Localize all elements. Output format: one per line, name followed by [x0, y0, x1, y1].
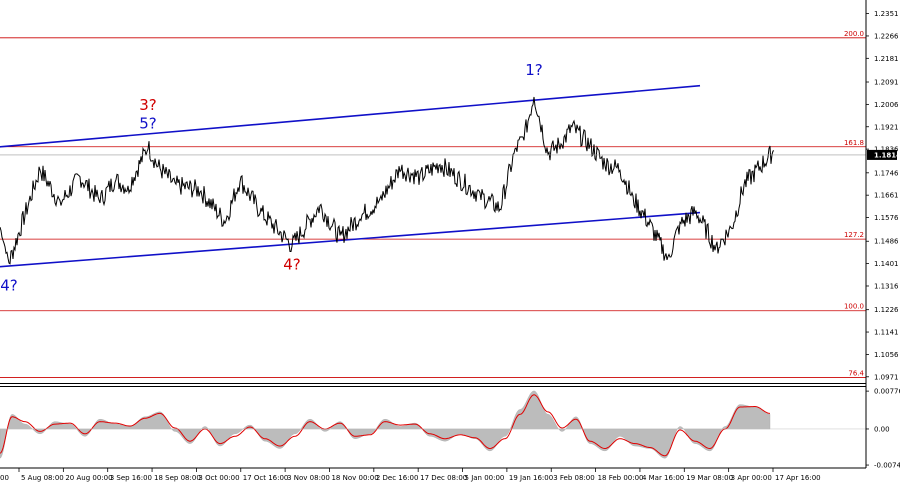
price-tick-label-0: 1.2351 — [874, 10, 899, 18]
wave-label-3: 4? — [283, 255, 301, 273]
time-tick-leading-fragment: 00 — [0, 474, 9, 482]
time-tick-label-6: 3 Nov 08:00 — [287, 474, 330, 482]
current-price-box — [867, 149, 897, 160]
price-tick-label-16: 1.0971 — [874, 373, 899, 381]
time-tick-label-10: 5 Jan 00:00 — [465, 474, 505, 482]
channel-lines — [0, 84, 701, 268]
price-tick-label-5: 1.1921 — [874, 123, 899, 131]
time-tick-label-9: 17 Dec 08:00 — [420, 474, 467, 482]
price-tick-label-14: 1.1141 — [874, 329, 899, 337]
level-label-3: 100.0 — [844, 303, 864, 311]
price-tick-label-3: 1.2091 — [874, 79, 899, 87]
current-price-label: 1.1814 — [874, 151, 900, 159]
level-label-4: 76.4 — [848, 370, 864, 378]
oscillator-panel — [0, 390, 866, 459]
wave-labels: 4? 5?3? 4? 1? — [0, 61, 543, 294]
time-tick-label-11: 19 Jan 16:00 — [509, 474, 553, 482]
wave-label-1: 5? — [139, 114, 157, 132]
time-tick-label-17: 17 Apr 16:00 — [775, 474, 821, 482]
price-tick-label-6: 1.1836 — [874, 146, 899, 154]
price-tick-label-2: 1.2181 — [874, 55, 899, 63]
time-axis: 00 5 Aug 08:00 20 Aug 00:003 Sep 16:00 18 … — [0, 468, 821, 482]
time-tick-label-0: 5 Aug 08:00 — [21, 474, 64, 482]
price-axis: 1.2351 1.2266 1.2181 1.2091 1.2006 1.1921 1.18… — [866, 10, 899, 381]
time-tick-label-7: 18 Nov 00:00 — [331, 474, 378, 482]
channel-line-0 — [0, 84, 701, 148]
time-tick-label-5: 17 Oct 16:00 — [243, 474, 289, 482]
price-series-line — [0, 96, 775, 265]
osc-tick-label-2: -0.0074 — [874, 462, 900, 470]
wave-label-4: 1? — [525, 61, 543, 79]
price-tick-label-4: 1.2006 — [874, 101, 899, 109]
oscillator-axis: 0.00776 0.00 -0.0074 — [866, 388, 900, 470]
price-tick-label-8: 1.1661 — [874, 192, 899, 200]
time-tick-label-12: 3 Feb 08:00 — [553, 474, 594, 482]
channel-line-1 — [0, 211, 701, 268]
oscillator-signal-line — [0, 394, 771, 457]
wave-label-2: 3? — [139, 96, 157, 114]
time-tick-label-8: 2 Dec 16:00 — [376, 474, 419, 482]
price-tick-label-15: 1.1056 — [874, 351, 899, 359]
current-price-marker: 1.1814 — [0, 149, 900, 160]
price-tick-label-11: 1.1401 — [874, 260, 899, 268]
level-label-1: 161.8 — [844, 139, 864, 147]
price-tick-label-1: 1.2266 — [874, 32, 899, 40]
time-tick-label-2: 3 Sep 16:00 — [110, 474, 152, 482]
price-tick-label-12: 1.1316 — [874, 282, 899, 290]
time-tick-label-15: 19 Mar 08:00 — [686, 474, 733, 482]
price-tick-label-9: 1.1576 — [874, 214, 899, 222]
price-panel: 200.0 161.8 127.2 100.0 76.4 4? 5?3? 4? 1? 1.18… — [0, 30, 900, 378]
osc-tick-label-1: 0.00 — [874, 425, 890, 433]
time-tick-label-3: 18 Sep 08:00 — [154, 474, 201, 482]
level-label-2: 127.2 — [844, 231, 864, 239]
time-tick-label-16: 3 Apr 00:00 — [731, 474, 772, 482]
time-tick-label-13: 18 Feb 00:00 — [598, 474, 644, 482]
price-tick-label-13: 1.1226 — [874, 306, 899, 314]
level-label-0: 200.0 — [844, 30, 864, 38]
time-tick-label-14: 4 Mar 16:00 — [642, 474, 684, 482]
price-tick-label-7: 1.1746 — [874, 169, 899, 177]
wave-label-0: 4? — [0, 276, 18, 294]
price-tick-label-10: 1.1486 — [874, 238, 899, 246]
time-tick-label-4: 3 Oct 00:00 — [198, 474, 239, 482]
time-tick-label-1: 20 Aug 00:00 — [65, 474, 112, 482]
osc-tick-label-0: 0.00776 — [874, 388, 900, 396]
